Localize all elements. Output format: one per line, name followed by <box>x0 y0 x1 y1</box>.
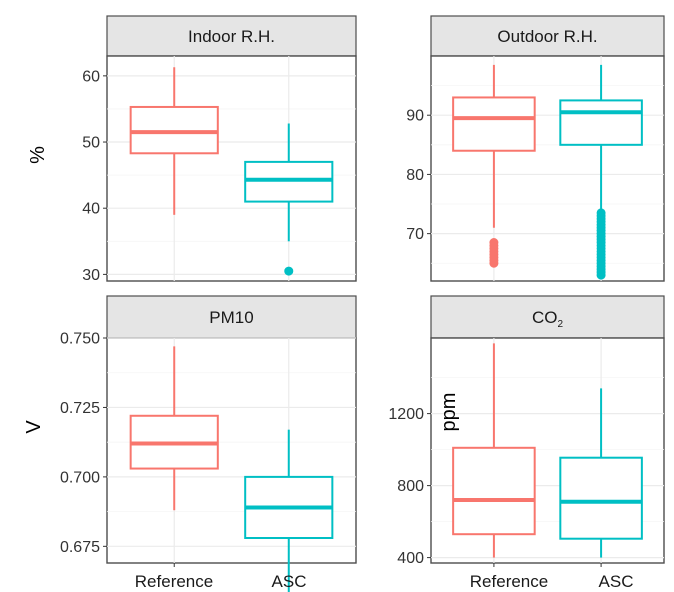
plot-content-pm10: 0.675 0.700 0.725 0.750 <box>60 331 356 592</box>
outlier-point <box>596 208 606 218</box>
strip-indoor-rh <box>106 15 357 57</box>
strip-title-co2-main: CO <box>532 308 558 327</box>
strip-title-pm10: PM10 <box>209 308 253 327</box>
outlier-point <box>489 238 499 248</box>
y-tick-label: 800 <box>397 478 424 495</box>
y-tick-label: 50 <box>82 135 100 152</box>
box-iqr <box>452 446 536 536</box>
y-tick-label: 60 <box>82 68 100 85</box>
y-tick-label: 80 <box>406 167 424 184</box>
x-axis-labels: Reference ASC Reference ASC <box>135 572 634 591</box>
y-tick-label: 400 <box>397 550 424 567</box>
box-iqr <box>452 96 536 152</box>
box-iqr <box>559 456 643 540</box>
panel-co2: CO2 400 800 1200 ppm <box>388 295 665 567</box>
y-axis-title-v: V <box>23 420 45 434</box>
y-tick-label: 1200 <box>388 406 424 423</box>
outlier-point <box>284 266 294 276</box>
y-tick-label: 0.750 <box>60 331 100 348</box>
plot-content-indoor-rh: 30 40 50 60 <box>82 56 356 284</box>
y-tick-label: 30 <box>82 267 100 284</box>
y-tick-label: 40 <box>82 201 100 218</box>
y-tick-label: 70 <box>406 226 424 243</box>
plot-content-co2: 400 800 1200 <box>388 338 664 567</box>
strip-pm10 <box>106 295 357 339</box>
y-axis-title-ppm: ppm <box>438 393 460 432</box>
strip-title-co2: CO2 <box>532 308 564 330</box>
strip-title-indoor-rh: Indoor R.H. <box>188 27 275 46</box>
panel-pm10: PM10 0.675 0.700 0.725 0.750 V <box>23 295 357 592</box>
plot-content-outdoor-rh: 70 80 90 <box>406 56 664 281</box>
y-tick-label: 0.725 <box>60 400 100 417</box>
y-tick-label: 90 <box>406 108 424 125</box>
x-label-reference-left: Reference <box>135 572 213 591</box>
strip-title-co2-sub: 2 <box>557 319 563 330</box>
y-tick-label: 0.675 <box>60 539 100 556</box>
strip-co2 <box>430 295 665 339</box>
plot-area-outdoor-rh <box>430 55 665 282</box>
x-label-asc-left: ASC <box>272 572 307 591</box>
y-tick-label: 0.700 <box>60 469 100 486</box>
strip-outdoor-rh <box>430 15 665 57</box>
y-axis-title-percent: % <box>27 146 49 164</box>
x-label-reference-right: Reference <box>470 572 548 591</box>
strip-title-outdoor-rh: Outdoor R.H. <box>497 27 597 46</box>
x-label-asc-right: ASC <box>599 572 634 591</box>
panel-outdoor-rh: Outdoor R.H. 70 80 90 <box>406 15 665 282</box>
box-iqr <box>559 99 643 146</box>
panel-indoor-rh: Indoor R.H. 30 40 50 60 % <box>27 15 357 284</box>
